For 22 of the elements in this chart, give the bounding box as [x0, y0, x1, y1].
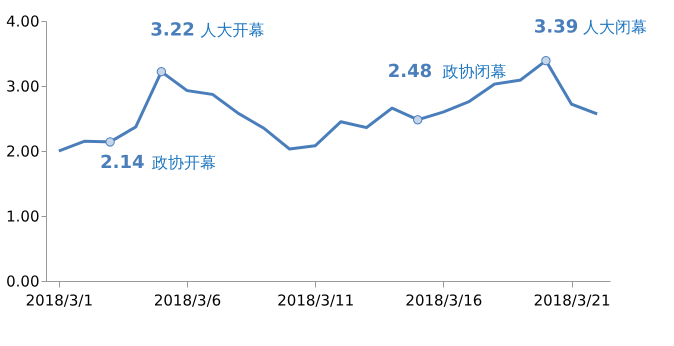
data-label: 2.48 [388, 60, 432, 82]
annotation: 人大闭幕 [582, 18, 647, 37]
y-tick-label: 2.00 [6, 142, 40, 160]
point [413, 115, 422, 124]
data-label: 3.39 [534, 16, 578, 38]
x-tick-label: 2018/3/16 [405, 292, 482, 310]
data-label: 2.14 [100, 152, 145, 173]
x-tick-label: 2018/3/11 [277, 292, 354, 310]
data-label: 3.22 [150, 20, 195, 41]
y-tick-label: 4.00 [6, 12, 40, 30]
x-tick-label: 2018/3/21 [534, 292, 611, 310]
x-tick-label: 2018/3/6 [154, 292, 222, 310]
annotation: 政协闭幕 [442, 62, 507, 81]
y-tick-label: 0.00 [6, 272, 40, 290]
y-tick-label: 3.00 [6, 78, 40, 96]
point [541, 56, 551, 66]
x-tick-label: 2018/3/1 [26, 292, 94, 310]
y-tick-label: 1.00 [6, 208, 40, 226]
annotation: 人大开幕 [200, 20, 264, 40]
annotation: 政协开幕 [152, 152, 216, 172]
point [156, 67, 166, 76]
point [105, 137, 115, 147]
